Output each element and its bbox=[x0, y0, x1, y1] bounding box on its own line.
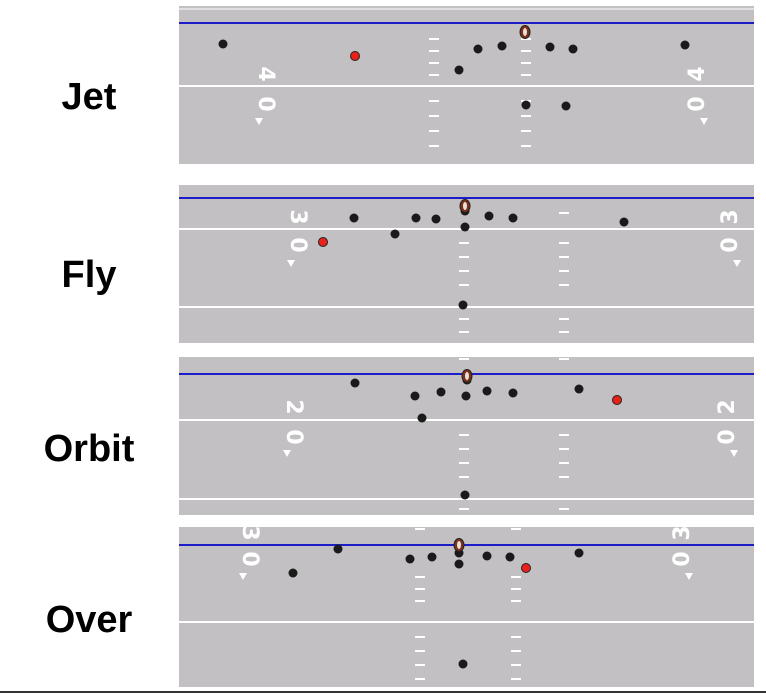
yard-number-right: 3 0 bbox=[718, 209, 743, 267]
field-diagram-fly: 3 0 3 0 bbox=[179, 185, 754, 343]
field-diagram-jet: 4 0 4 0 bbox=[179, 6, 754, 164]
svg-text:4: 4 bbox=[253, 66, 278, 81]
play-label-orbit: Orbit bbox=[43, 428, 135, 470]
svg-text:3: 3 bbox=[237, 527, 262, 541]
player bbox=[454, 65, 464, 75]
player bbox=[218, 39, 228, 49]
player bbox=[574, 548, 584, 558]
player bbox=[405, 554, 415, 564]
player bbox=[333, 544, 343, 554]
player bbox=[460, 222, 470, 232]
player bbox=[411, 213, 421, 223]
player bbox=[460, 490, 470, 500]
play-label-over: Over bbox=[45, 599, 133, 641]
player bbox=[508, 213, 518, 223]
football-icon bbox=[461, 369, 473, 383]
field-diagram-orbit: 2 0 2 0 bbox=[179, 357, 754, 515]
player bbox=[417, 413, 427, 423]
yard-number-left: 3 0 bbox=[285, 209, 310, 267]
player bbox=[574, 384, 584, 394]
svg-text:0: 0 bbox=[715, 429, 740, 444]
player bbox=[390, 229, 400, 239]
player bbox=[349, 213, 359, 223]
player bbox=[482, 551, 492, 561]
player bbox=[288, 568, 298, 578]
svg-text:2: 2 bbox=[281, 399, 306, 414]
player bbox=[619, 217, 629, 227]
svg-text:3: 3 bbox=[718, 209, 743, 224]
player bbox=[431, 214, 441, 224]
play-label-fly: Fly bbox=[61, 254, 117, 296]
player bbox=[350, 378, 360, 388]
yard-number-left: 3 0 bbox=[237, 527, 262, 580]
player bbox=[461, 391, 471, 401]
svg-text:3: 3 bbox=[285, 209, 310, 224]
player bbox=[458, 659, 468, 669]
player bbox=[482, 386, 492, 396]
player bbox=[680, 40, 690, 50]
svg-text:0: 0 bbox=[253, 96, 278, 111]
player bbox=[497, 41, 507, 51]
motion-player bbox=[612, 395, 622, 405]
player bbox=[484, 211, 494, 221]
svg-text:0: 0 bbox=[285, 237, 310, 252]
player bbox=[473, 44, 483, 54]
football-icon bbox=[453, 538, 465, 552]
player bbox=[454, 559, 464, 569]
bottom-divider bbox=[0, 691, 766, 693]
yard-number-right: 3 0 bbox=[670, 527, 695, 580]
player bbox=[458, 300, 468, 310]
football-icon bbox=[459, 199, 471, 213]
football-icon bbox=[519, 25, 531, 39]
yard-number-right: 2 0 bbox=[715, 399, 740, 457]
player bbox=[410, 391, 420, 401]
player bbox=[508, 388, 518, 398]
motion-player bbox=[521, 563, 531, 573]
svg-text:3: 3 bbox=[670, 527, 695, 541]
svg-text:0: 0 bbox=[685, 96, 710, 111]
svg-text:0: 0 bbox=[670, 551, 695, 566]
player bbox=[436, 387, 446, 397]
motion-player bbox=[318, 237, 328, 247]
yard-number-left: 2 0 bbox=[281, 399, 306, 457]
player bbox=[521, 100, 531, 110]
player bbox=[561, 101, 571, 111]
field-diagram-over: 3 0 3 0 bbox=[179, 527, 754, 687]
player bbox=[568, 44, 578, 54]
yard-number-right: 4 0 bbox=[685, 66, 710, 125]
svg-text:0: 0 bbox=[718, 237, 743, 252]
svg-text:0: 0 bbox=[237, 551, 262, 566]
svg-text:2: 2 bbox=[715, 399, 740, 414]
player bbox=[545, 42, 555, 52]
player bbox=[427, 552, 437, 562]
yard-number-left: 4 0 bbox=[253, 66, 278, 125]
motion-player bbox=[350, 51, 360, 61]
player bbox=[505, 552, 515, 562]
svg-text:0: 0 bbox=[281, 429, 306, 444]
play-label-jet: Jet bbox=[61, 76, 117, 118]
svg-text:4: 4 bbox=[685, 66, 710, 81]
